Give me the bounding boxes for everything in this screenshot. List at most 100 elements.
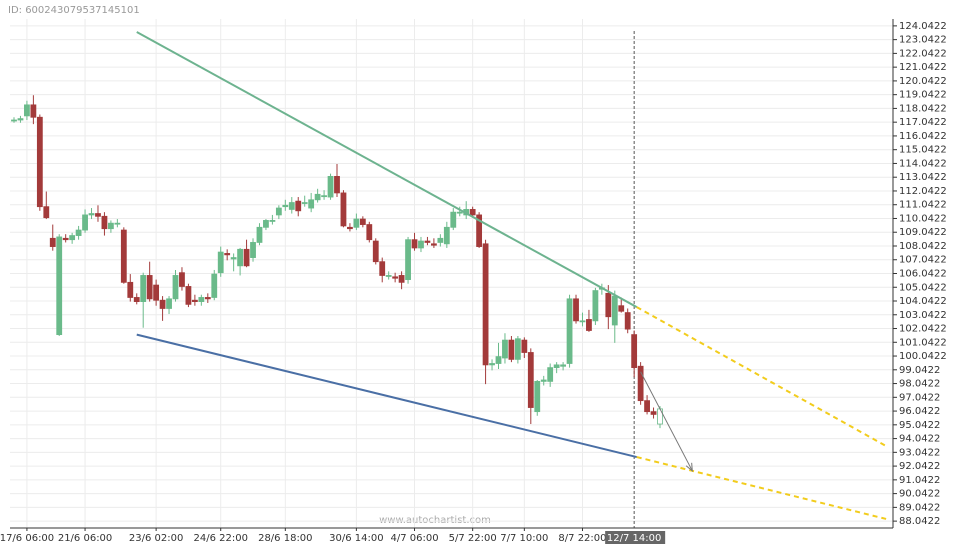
candle-body	[522, 340, 527, 352]
y-tick-label: 109.0422	[899, 227, 947, 238]
candle-body	[554, 365, 559, 368]
candle-body	[574, 299, 579, 321]
candle-body	[509, 340, 514, 359]
candle-body	[309, 200, 314, 208]
candle-body	[57, 237, 62, 335]
candle-body	[412, 240, 417, 248]
candle-body	[44, 207, 49, 218]
y-tick-label: 123.0422	[899, 35, 947, 46]
y-tick-label: 124.0422	[899, 21, 947, 32]
candle-body	[354, 219, 359, 227]
candle-body	[658, 409, 663, 424]
candle-body	[580, 321, 585, 322]
y-tick-label: 97.0422	[899, 392, 940, 403]
candle-body	[444, 227, 449, 244]
watermark: www.autochartist.com	[379, 515, 491, 526]
forecast-arrow	[641, 372, 693, 471]
candle-body	[347, 227, 352, 228]
y-tick-label: 119.0422	[899, 90, 947, 101]
candle-body	[528, 352, 533, 407]
candle-body	[141, 275, 146, 301]
candle-body	[399, 275, 404, 282]
candle-body	[31, 105, 36, 117]
y-tick-label: 96.0422	[899, 406, 940, 417]
y-tick-label: 106.0422	[899, 269, 947, 280]
y-tick-label: 120.0422	[899, 76, 947, 87]
y-tick-label: 101.0422	[899, 337, 947, 348]
candle-body	[257, 227, 262, 242]
x-tick-label: 7/7 10:00	[500, 533, 548, 544]
candle-body	[341, 193, 346, 226]
pattern-line	[137, 32, 637, 307]
y-tick-label: 118.0422	[899, 103, 947, 114]
y-tick-label: 98.0422	[899, 379, 940, 390]
candle-body	[225, 253, 230, 254]
y-tick-label: 121.0422	[899, 62, 947, 73]
candle-body	[160, 300, 165, 308]
candle-body	[231, 258, 236, 259]
candle-body	[335, 176, 340, 193]
candle-body	[186, 286, 191, 304]
y-tick-label: 122.0422	[899, 48, 947, 59]
candle-body	[470, 209, 475, 215]
candle-body	[619, 306, 624, 312]
candle-body	[625, 313, 630, 330]
candle-body	[270, 220, 275, 221]
candle-body	[147, 275, 152, 298]
candle-body	[315, 194, 320, 200]
candle-body	[134, 297, 139, 301]
x-tick-label: 5/7 22:00	[449, 533, 497, 544]
candle-body	[70, 236, 75, 240]
y-tick-label: 110.0422	[899, 213, 947, 224]
x-tick-label: 24/6 22:00	[193, 533, 247, 544]
candle-body	[102, 216, 107, 228]
candle-body	[154, 285, 159, 300]
candle-body	[541, 380, 546, 381]
candle-body	[179, 273, 184, 287]
grid-layer	[10, 19, 893, 528]
candle-body	[18, 119, 23, 120]
y-tick-label: 114.0422	[899, 158, 947, 169]
candle-body	[296, 201, 301, 211]
candle-body	[502, 340, 507, 358]
candle-body	[167, 299, 172, 309]
candle-body	[632, 335, 637, 368]
candle-body	[12, 120, 17, 121]
candle-body	[173, 275, 178, 298]
y-tick-label: 117.0422	[899, 117, 947, 128]
candle-body	[586, 319, 591, 330]
candle-body	[438, 238, 443, 242]
candle-body	[128, 282, 133, 297]
candle-body	[83, 215, 88, 230]
candle-body	[24, 105, 29, 116]
candle-body	[283, 205, 288, 206]
y-tick-label: 94.0422	[899, 434, 940, 445]
candle-body	[593, 291, 598, 321]
y-tick-label: 103.0422	[899, 310, 947, 321]
y-tick-label: 105.0422	[899, 282, 947, 293]
chart-id: ID: 600243079537145101	[8, 5, 140, 16]
x-tick-label: 17/6 06:00	[0, 533, 54, 544]
candle-body	[121, 230, 126, 282]
candle-body	[418, 241, 423, 248]
y-tick-label: 107.0422	[899, 255, 947, 266]
candle-body	[192, 300, 197, 301]
candle-body	[386, 275, 391, 276]
candle-body	[37, 117, 42, 206]
candle-body	[205, 297, 210, 298]
candle-body	[561, 365, 566, 366]
candle-body	[606, 293, 611, 316]
y-tick-label: 92.0422	[899, 461, 940, 472]
x-tick-label: 4/7 06:00	[390, 533, 438, 544]
candle-body	[367, 225, 372, 240]
candle-body	[360, 219, 365, 225]
y-tick-label: 102.0422	[899, 324, 947, 335]
candle-body	[244, 249, 249, 266]
candle-body	[567, 299, 572, 364]
candle-body	[483, 244, 488, 365]
y-tick-label: 100.0422	[899, 351, 947, 362]
candle-body	[89, 214, 94, 215]
y-tick-label: 116.0422	[899, 131, 947, 142]
candle-body	[212, 274, 217, 297]
